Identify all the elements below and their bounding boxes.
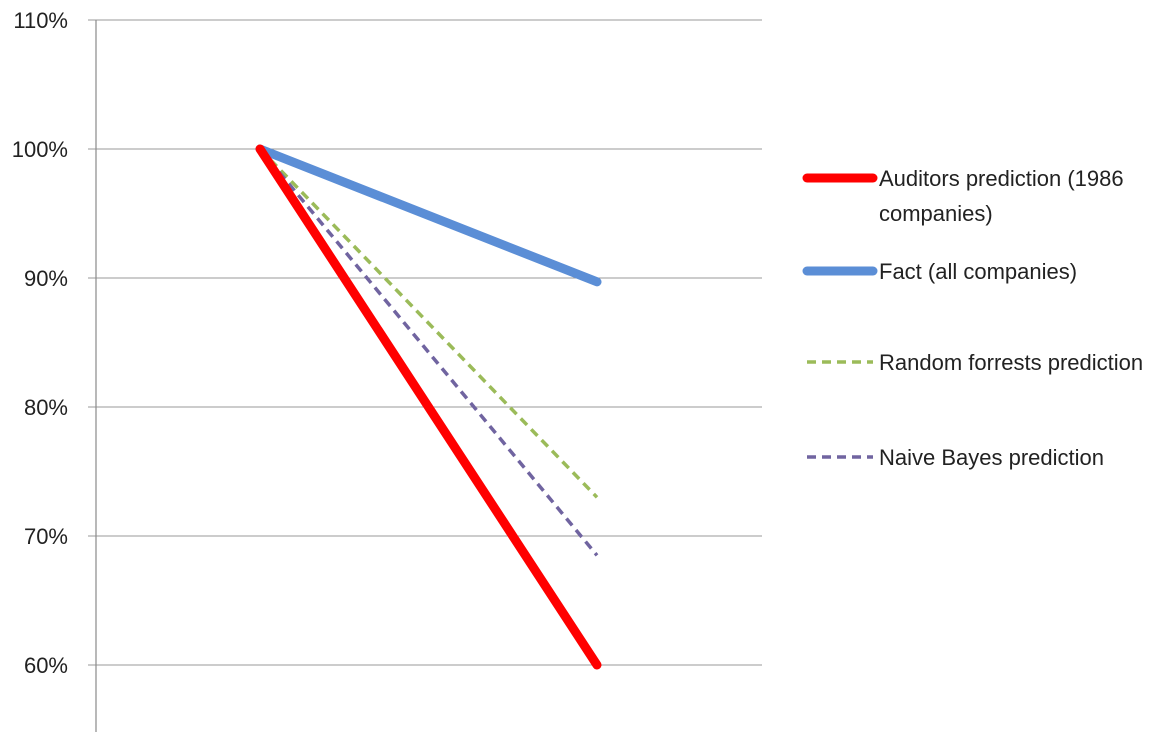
series-line-2 xyxy=(255,144,602,287)
y-axis: 110% 100% 90% 80% 70% 60% xyxy=(12,8,97,732)
legend-label: Auditors prediction (1986 xyxy=(879,166,1124,191)
y-tick-label: 90% xyxy=(24,266,68,291)
y-tick-label: 80% xyxy=(24,395,68,420)
series-line-4 xyxy=(258,147,599,557)
y-tick-label: 110% xyxy=(13,8,68,33)
legend-label: Fact (all companies) xyxy=(879,259,1077,284)
y-tick-label: 60% xyxy=(24,653,68,678)
legend: Auditors prediction (1986 companies) Fact … xyxy=(802,166,1143,470)
legend-label: Naive Bayes prediction xyxy=(879,445,1104,470)
gridlines xyxy=(88,19,762,666)
series-lines xyxy=(255,144,602,670)
y-tick-label: 70% xyxy=(24,524,68,549)
y-tick-label: 100% xyxy=(12,137,68,162)
series-line-3 xyxy=(258,147,599,499)
legend-label: Random forrests prediction xyxy=(879,350,1143,375)
series-line-1 xyxy=(255,144,602,670)
legend-label: companies) xyxy=(879,201,993,226)
